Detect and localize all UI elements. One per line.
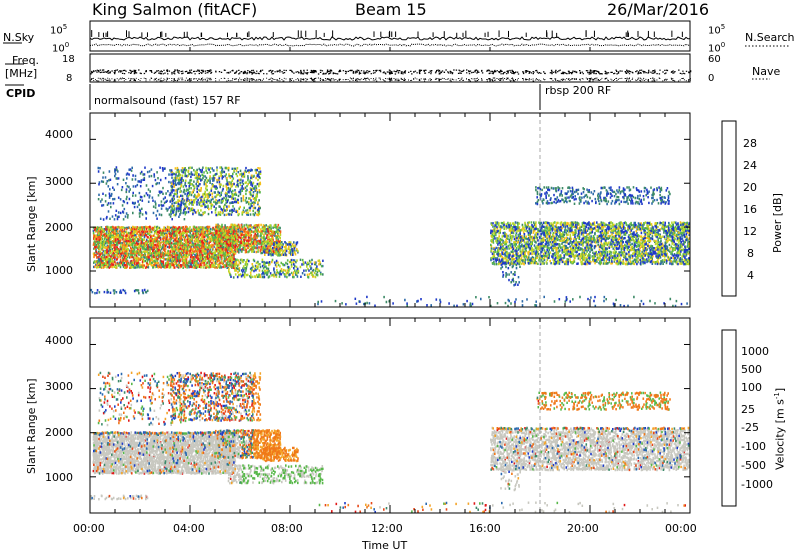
- power-scatter-cells: [93, 225, 281, 269]
- power-colorbar-frame: [721, 120, 737, 297]
- freq-left-tick-top: 18: [62, 54, 75, 65]
- xtick-label: 00:00: [665, 522, 697, 535]
- velocity-ytick: 3000: [45, 380, 73, 393]
- velocity-colorbar-tick: -100: [741, 440, 766, 453]
- velocity-scatter-cells: [90, 374, 691, 514]
- velocity-ytick: 2000: [45, 426, 73, 439]
- xtick-label: 20:00: [567, 522, 599, 535]
- noise-search-label: N.Search: [745, 31, 795, 44]
- velocity-colorbar-tick: 1000: [741, 345, 769, 358]
- velocity-colorbar-frame: [721, 329, 737, 507]
- power-colorbar-tick: 20: [743, 181, 757, 194]
- noise-sky-label: N.Sky: [3, 31, 35, 44]
- beam-title: Beam 15: [355, 0, 427, 19]
- velocity-colorbar-tick: 100: [741, 381, 762, 394]
- freq-left-tick-bottom: 8: [66, 73, 73, 84]
- power-colorbar-tick: 24: [743, 159, 757, 172]
- velocity-colorbar-tick: -25: [741, 421, 759, 434]
- power-ytick: 4000: [45, 128, 73, 141]
- xaxis-label: Time UT: [362, 539, 408, 552]
- power-colorbar-tick: 4: [747, 269, 754, 282]
- velocity-colorbar-tick: 500: [741, 363, 762, 376]
- freq-label-top: Freq.: [12, 54, 40, 67]
- station-title: King Salmon (fitACF): [92, 0, 258, 19]
- power-scatter-cells: [92, 166, 691, 279]
- power-colorbar-tick: 28: [743, 137, 757, 150]
- noise-sky-line: [89, 36, 690, 41]
- noise-left-tick-top: 105: [50, 23, 68, 37]
- nave-label: Nave: [752, 65, 781, 78]
- xtick-label: 04:00: [173, 522, 205, 535]
- cpid-label: CPID: [6, 87, 36, 100]
- nave-trace: [90, 77, 691, 82]
- velocity-ytick: 4000: [45, 334, 73, 347]
- nave-right-tick-bottom: 0: [708, 73, 715, 84]
- xtick-label: 12:00: [371, 522, 403, 535]
- noise-search-line: [89, 43, 691, 47]
- freq-label-bottom: [MHz]: [5, 67, 38, 80]
- velocity-ytick: 1000: [45, 471, 73, 484]
- power-colorbar-tick: 12: [743, 225, 757, 238]
- noise-left-tick-bottom: 100: [52, 41, 70, 55]
- frequency-panel-frame: [89, 53, 691, 83]
- xtick-label: 08:00: [271, 522, 303, 535]
- noise-right-tick-top: 105: [708, 23, 726, 37]
- date-title: 26/Mar/2016: [607, 0, 710, 19]
- power-scatter-cells: [96, 166, 691, 308]
- power-scatter-cells: [92, 166, 691, 279]
- frequency-trace: [90, 69, 692, 75]
- power-ytick: 3000: [45, 175, 73, 188]
- power-ytick: 1000: [45, 264, 73, 277]
- nave-right-tick-top: 60: [708, 54, 721, 65]
- power-ytick: 2000: [45, 221, 73, 234]
- velocity-scatter-cells: [91, 372, 679, 511]
- power-colorbar-tick: 16: [743, 203, 757, 216]
- velocity-colorbar-tick: -1000: [741, 478, 773, 491]
- velocity-colorbar-tick: 25: [741, 403, 755, 416]
- cpid-segment-rbsp: rbsp 200 RF: [545, 84, 612, 97]
- cpid-segment-normalsound: normalsound (fast) 157 RF: [94, 94, 241, 107]
- xtick-label: 16:00: [469, 522, 501, 535]
- velocity-colorbar-tick: -500: [741, 459, 766, 472]
- noise-right-tick-bottom: 100: [708, 41, 726, 55]
- power-colorbar-tick: 8: [747, 247, 754, 260]
- xtick-label: 00:00: [73, 522, 105, 535]
